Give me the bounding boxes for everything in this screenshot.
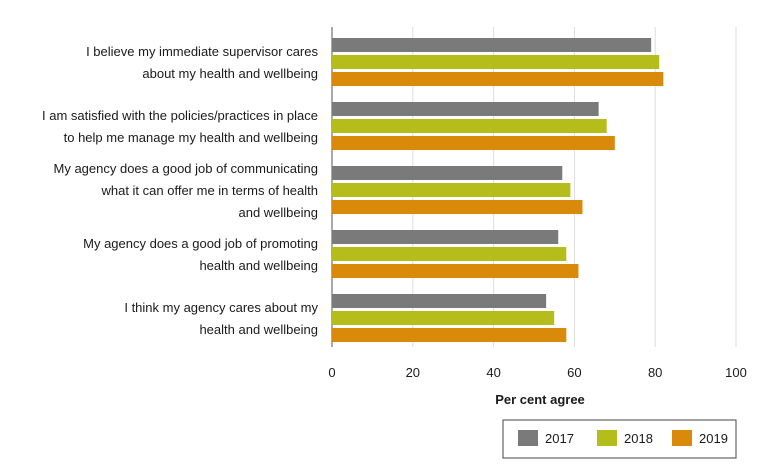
bar-2017 <box>332 166 563 180</box>
x-tick-label: 100 <box>725 365 747 380</box>
bar-2019 <box>332 136 615 150</box>
legend-swatch-2018 <box>597 430 617 446</box>
legend-swatch-2017 <box>518 430 538 446</box>
legend-box <box>502 419 737 459</box>
category-label-line: and wellbeing <box>238 205 318 220</box>
category-label: I think my agency cares about my health a… <box>124 300 318 337</box>
category-label-line: I think my agency cares about my <box>124 300 318 315</box>
category-label-line: I am satisfied with the policies/practic… <box>42 108 318 123</box>
x-tick-label: 80 <box>648 365 662 380</box>
x-tick-label: 40 <box>486 365 500 380</box>
category-label-line: My agency does a good job of promoting <box>83 236 318 251</box>
x-tick-label: 0 <box>328 365 335 380</box>
category-label: My agency does a good job of communicati… <box>54 161 319 220</box>
bar-2019 <box>332 328 567 342</box>
category-labels: I believe my immediate supervisor cares a… <box>42 44 319 337</box>
x-tick-label: 60 <box>567 365 581 380</box>
legend-label-2018: 2018 <box>624 431 653 446</box>
bar-2017 <box>332 38 652 52</box>
x-tick-label: 20 <box>406 365 420 380</box>
legend-label-2017: 2017 <box>545 431 574 446</box>
category-label-line: what it can offer me in terms of health <box>100 183 318 198</box>
category-label-line: I believe my immediate supervisor cares <box>86 44 318 59</box>
category-label-line: to help me manage my health and wellbein… <box>64 130 318 145</box>
bar-2018 <box>332 119 607 133</box>
bar-2018 <box>332 311 555 325</box>
category-label-line: health and wellbeing <box>199 322 318 337</box>
bar-2017 <box>332 230 559 244</box>
bar-2019 <box>332 200 583 214</box>
category-label-line: about my health and wellbeing <box>142 66 318 81</box>
legend-swatch-2019 <box>672 430 692 446</box>
category-label-line: health and wellbeing <box>199 258 318 273</box>
bar-2019 <box>332 264 579 278</box>
bars-group <box>332 38 664 342</box>
x-axis-title: Per cent agree <box>495 392 585 407</box>
bar-2018 <box>332 55 660 69</box>
bar-2018 <box>332 183 571 197</box>
category-label-line: My agency does a good job of communicati… <box>54 161 319 176</box>
legend-label-2019: 2019 <box>699 431 728 446</box>
x-tick-labels: 0 20 40 60 80 100 <box>328 365 746 380</box>
category-label: My agency does a good job of promoting he… <box>83 236 318 273</box>
bar-2019 <box>332 72 664 86</box>
legend: 2017 2018 2019 <box>502 419 737 459</box>
category-label: I believe my immediate supervisor cares a… <box>86 44 318 81</box>
category-label: I am satisfied with the policies/practic… <box>42 108 318 145</box>
bar-2017 <box>332 102 599 116</box>
bar-2018 <box>332 247 567 261</box>
bar-2017 <box>332 294 547 308</box>
